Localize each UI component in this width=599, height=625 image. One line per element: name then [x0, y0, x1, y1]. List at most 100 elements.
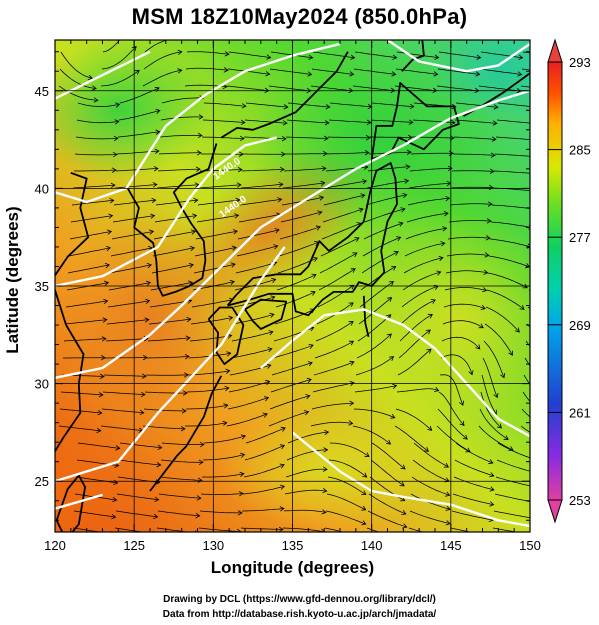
streamline: [285, 153, 328, 155]
streamline-arrow: [393, 250, 399, 256]
streamline-arrow: [362, 179, 368, 185]
streamline-arrow: [154, 496, 160, 502]
streamline: [363, 222, 403, 240]
streamline: [143, 408, 186, 412]
streamline-arrow: [279, 506, 285, 512]
streamline-arrow: [576, 138, 580, 143]
streamline-arrow: [278, 526, 284, 532]
streamline-arrow: [392, 383, 398, 389]
streamline: [74, 153, 118, 156]
streamline-arrow: [427, 313, 433, 319]
streamline-arrow: [491, 136, 497, 142]
streamline: [367, 166, 410, 172]
streamline: [202, 473, 244, 478]
streamline: [367, 510, 407, 528]
streamline: [535, 528, 577, 535]
streamline: [328, 119, 371, 123]
streamline: [312, 51, 355, 59]
streamline-arrow: [238, 491, 244, 497]
streamline-arrow: [267, 347, 273, 353]
streamline: [493, 510, 530, 519]
streamline: [454, 459, 494, 477]
streamline: [314, 340, 354, 359]
streamline: [481, 374, 497, 415]
streamline-arrow: [462, 434, 468, 440]
streamline: [355, 356, 394, 376]
streamline-arrow: [385, 439, 392, 445]
streamline: [396, 51, 439, 59]
x-tick-label: 140: [361, 538, 383, 553]
streamline: [451, 510, 494, 521]
streamline: [436, 425, 471, 453]
streamline-arrow: [487, 201, 493, 207]
streamline-arrow: [407, 134, 413, 141]
streamline-arrow: [475, 71, 481, 77]
streamline-arrow: [425, 329, 431, 335]
streamline-arrow: [392, 54, 398, 60]
streamline-arrow: [101, 336, 107, 342]
streamline: [409, 510, 451, 525]
streamline: [153, 231, 196, 240]
coastline: [226, 162, 398, 317]
streamline: [274, 309, 315, 325]
streamline: [438, 51, 481, 59]
streamline-arrow: [322, 150, 328, 157]
streamline-arrow: [144, 317, 150, 323]
streamline: [194, 247, 237, 257]
streamline: [115, 510, 158, 518]
streamline-arrow: [193, 197, 199, 204]
streamline: [242, 508, 284, 512]
streamline: [203, 435, 246, 444]
streamline-arrow: [430, 299, 436, 304]
streamline-arrow: [390, 413, 396, 419]
streamline-arrow: [232, 229, 238, 235]
streamline-arrow: [532, 171, 536, 176]
streamline-arrow: [105, 245, 111, 252]
streamline-arrow: [317, 210, 323, 216]
streamline-arrow: [476, 54, 482, 60]
streamline: [409, 167, 452, 172]
streamline: [272, 344, 314, 359]
height-contour: [55, 493, 103, 510]
streamline-arrow: [223, 67, 229, 73]
streamline: [321, 222, 362, 240]
streamline-arrow: [198, 459, 204, 466]
streamline-arrow: [522, 283, 528, 289]
streamline: [160, 459, 203, 463]
x-axis-label: Longitude (degrees): [210, 558, 375, 577]
streamline: [287, 102, 330, 108]
streamline: [111, 231, 154, 240]
streamline-arrow: [526, 243, 530, 249]
streamline: [523, 374, 530, 386]
streamline: [455, 442, 493, 464]
coastline: [207, 306, 245, 365]
streamline: [325, 510, 366, 525]
streamline: [327, 136, 370, 139]
streamline-arrow: [530, 532, 534, 537]
streamline: [186, 387, 229, 393]
streamline-arrow: [388, 356, 395, 361]
streamline: [118, 459, 161, 466]
streamline-arrow: [146, 262, 152, 269]
streamline-arrow: [489, 486, 495, 492]
streamline-arrow: [508, 350, 513, 356]
streamline-arrow: [239, 135, 245, 142]
streamline-arrow: [195, 166, 201, 172]
streamline: [233, 296, 275, 308]
x-tick-label: 135: [282, 538, 304, 553]
streamline: [75, 136, 118, 140]
streamline: [112, 215, 155, 223]
streamline: [158, 493, 201, 499]
streamline-arrow: [154, 148, 160, 154]
streamline-arrow: [532, 457, 536, 461]
streamline-arrow: [490, 152, 496, 158]
streamline: [283, 509, 326, 513]
streamline-arrow: [396, 236, 402, 242]
streamline-arrow: [440, 241, 446, 247]
streamline-arrow: [278, 181, 284, 188]
streamline-arrow: [266, 363, 272, 369]
streamline-arrow: [279, 463, 285, 469]
streamline-arrow: [503, 435, 509, 440]
streamline-arrow: [361, 520, 367, 526]
